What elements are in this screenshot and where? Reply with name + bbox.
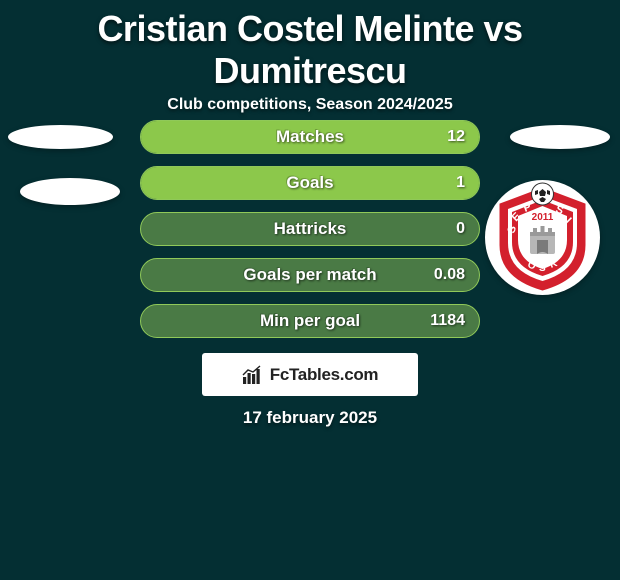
stat-row-mpg: Min per goal 1184 [140, 304, 480, 338]
bars-icon [242, 365, 264, 385]
page-subtitle: Club competitions, Season 2024/2025 [0, 96, 620, 114]
avatar-oval [510, 125, 610, 149]
page-title: Cristian Costel Melinte vs Dumitrescu [0, 8, 620, 92]
avatar-oval [20, 178, 120, 205]
club-badge: 2011 S E P S I O S K [485, 180, 600, 295]
stat-row-matches: Matches 12 [140, 120, 480, 154]
stats-column: Matches 12 Goals 1 Hattricks 0 Goals per… [140, 120, 480, 350]
stat-value: 1184 [430, 305, 465, 337]
svg-text:2011: 2011 [532, 212, 554, 223]
stat-row-goals: Goals 1 [140, 166, 480, 200]
stat-label: Goals per match [141, 259, 479, 291]
svg-text:S: S [539, 263, 546, 274]
stat-row-hattricks: Hattricks 0 [140, 212, 480, 246]
stat-value: 0 [456, 213, 465, 245]
stat-label: Min per goal [141, 305, 479, 337]
fctables-watermark: FcTables.com [202, 353, 418, 396]
stat-label: Hattricks [141, 213, 479, 245]
stat-row-gpm: Goals per match 0.08 [140, 258, 480, 292]
date-label: 17 february 2025 [0, 408, 620, 428]
stat-value: 0.08 [434, 259, 465, 291]
avatar-oval [8, 125, 113, 149]
fctables-label: FcTables.com [270, 365, 379, 385]
